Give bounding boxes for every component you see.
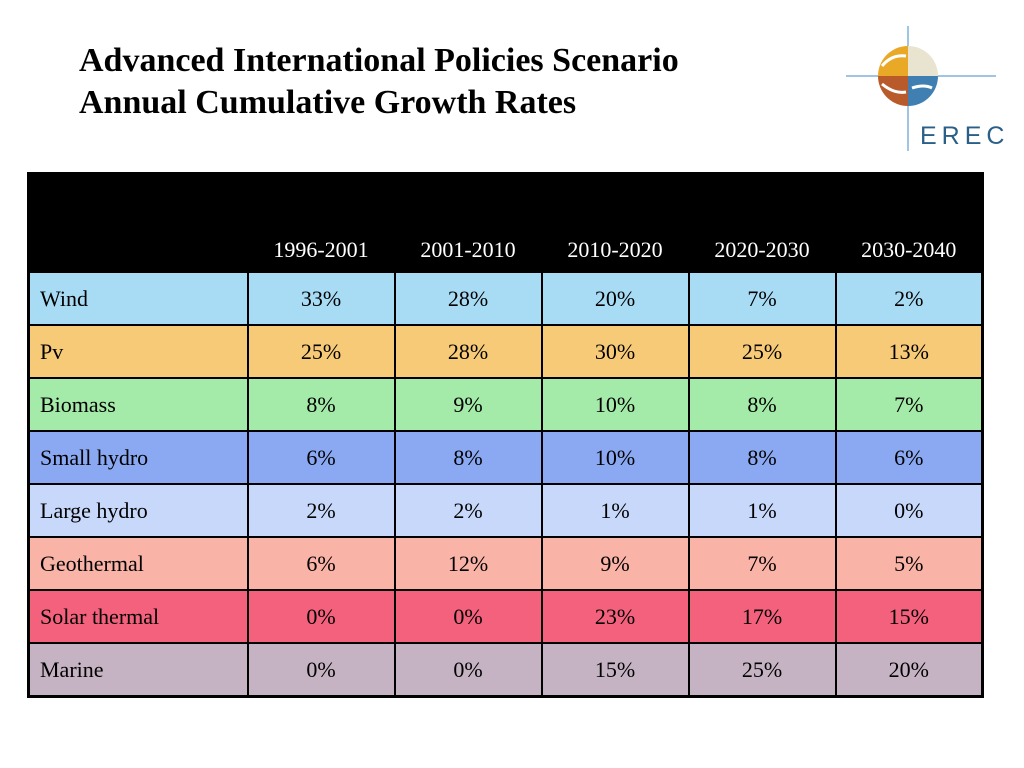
table-cell: 0% bbox=[393, 642, 543, 698]
table-cell: 5% bbox=[834, 536, 984, 591]
table-row: Marine 0% 0% 15% 25% 20% bbox=[27, 642, 984, 698]
table-row: Small hydro 6% 8% 10% 8% 6% bbox=[27, 430, 984, 485]
column-header: 2020-2030 bbox=[687, 172, 837, 273]
table-cell: 17% bbox=[687, 589, 837, 644]
growth-rates-table: 1996-2001 2001-2010 2010-2020 2020-2030 … bbox=[27, 172, 984, 698]
row-label: Marine bbox=[27, 642, 249, 698]
table-cell: 1% bbox=[540, 483, 690, 538]
table-cell: 1% bbox=[687, 483, 837, 538]
table-cell: 15% bbox=[834, 589, 984, 644]
header-row: 1996-2001 2001-2010 2010-2020 2020-2030 … bbox=[27, 172, 984, 273]
table-cell: 2% bbox=[246, 483, 396, 538]
table-row: Biomass 8% 9% 10% 8% 7% bbox=[27, 377, 984, 432]
table-cell: 25% bbox=[687, 642, 837, 698]
table-cell: 9% bbox=[393, 377, 543, 432]
table-cell: 15% bbox=[540, 642, 690, 698]
column-header: 1996-2001 bbox=[246, 172, 396, 273]
table-cell: 7% bbox=[687, 271, 837, 326]
table-cell: 8% bbox=[393, 430, 543, 485]
row-label: Pv bbox=[27, 324, 249, 379]
table-cell: 8% bbox=[687, 430, 837, 485]
logo-text: EREC bbox=[920, 122, 1010, 150]
table-cell: 12% bbox=[393, 536, 543, 591]
row-label: Large hydro bbox=[27, 483, 249, 538]
table-cell: 6% bbox=[834, 430, 984, 485]
column-header: 2001-2010 bbox=[393, 172, 543, 273]
table-row: Geothermal 6% 12% 9% 7% 5% bbox=[27, 536, 984, 591]
table-cell: 10% bbox=[540, 377, 690, 432]
table-cell: 7% bbox=[834, 377, 984, 432]
table-cell: 7% bbox=[687, 536, 837, 591]
table-row: Solar thermal 0% 0% 23% 17% 15% bbox=[27, 589, 984, 644]
table-cell: 30% bbox=[540, 324, 690, 379]
table-cell: 23% bbox=[540, 589, 690, 644]
title-line-1: Advanced International Policies Scenario bbox=[79, 42, 679, 79]
row-label: Solar thermal bbox=[27, 589, 249, 644]
table-cell: 10% bbox=[540, 430, 690, 485]
table-cell: 20% bbox=[834, 642, 984, 698]
title-line-2: Annual Cumulative Growth Rates bbox=[79, 84, 577, 121]
row-label: Small hydro bbox=[27, 430, 249, 485]
table-cell: 2% bbox=[834, 271, 984, 326]
table-cell: 28% bbox=[393, 324, 543, 379]
table-cell: 0% bbox=[834, 483, 984, 538]
row-label: Biomass bbox=[27, 377, 249, 432]
table-cell: 13% bbox=[834, 324, 984, 379]
table-cell: 33% bbox=[246, 271, 396, 326]
table-cell: 2% bbox=[393, 483, 543, 538]
table-cell: 20% bbox=[540, 271, 690, 326]
table-cell: 9% bbox=[540, 536, 690, 591]
column-header: 2010-2020 bbox=[540, 172, 690, 273]
table-cell: 0% bbox=[393, 589, 543, 644]
table-cell: 28% bbox=[393, 271, 543, 326]
table-cell: 8% bbox=[687, 377, 837, 432]
erec-logo-icon bbox=[846, 26, 996, 151]
column-header: 2030-2040 bbox=[834, 172, 984, 273]
table-cell: 0% bbox=[246, 589, 396, 644]
table-cell: 0% bbox=[246, 642, 396, 698]
table-cell: 6% bbox=[246, 536, 396, 591]
table-cell: 6% bbox=[246, 430, 396, 485]
header-corner bbox=[27, 172, 249, 273]
table-row: Pv 25% 28% 30% 25% 13% bbox=[27, 324, 984, 379]
table-row: Large hydro 2% 2% 1% 1% 0% bbox=[27, 483, 984, 538]
table-cell: 25% bbox=[687, 324, 837, 379]
table-row: Wind 33% 28% 20% 7% 2% bbox=[27, 271, 984, 326]
table-cell: 8% bbox=[246, 377, 396, 432]
table-cell: 25% bbox=[246, 324, 396, 379]
row-label: Geothermal bbox=[27, 536, 249, 591]
row-label: Wind bbox=[27, 271, 249, 326]
page-title: Advanced International Policies Scenario… bbox=[79, 40, 679, 124]
